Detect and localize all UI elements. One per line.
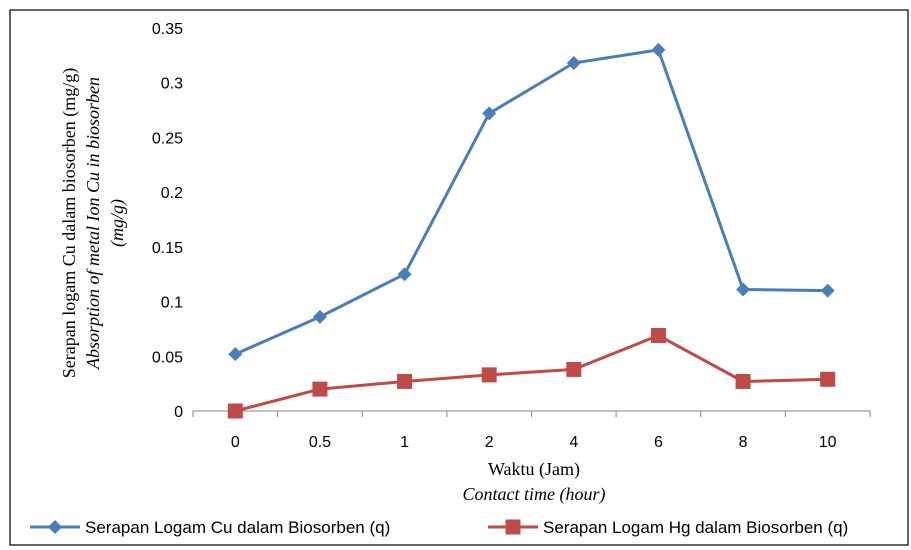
x-axis-title-en: Contact time (hour) <box>463 484 606 505</box>
x-axis-ticks: 0 0.5 1 2 4 6 8 10 <box>192 411 871 451</box>
x-tick-label: 10 <box>819 434 837 451</box>
series-line <box>234 48 828 356</box>
x-tick-label: 4 <box>569 434 578 451</box>
legend-marker <box>48 520 62 534</box>
series-line <box>234 334 828 413</box>
y-tick-label: 0.2 <box>161 185 183 202</box>
legend-label: Serapan Logam Cu dalam Biosorben (q) <box>85 518 390 537</box>
y-axis-title-en-2: (mg/g) <box>107 199 128 247</box>
legend: Serapan Logam Cu dalam Biosorben (q) Sera… <box>30 518 848 537</box>
y-axis-title-en-1: Absorption of metal Ion Cu in biosorben <box>83 77 103 370</box>
data-point <box>650 327 666 343</box>
y-tick-label: 0.3 <box>161 76 183 93</box>
x-tick-label: 1 <box>400 434 409 451</box>
data-point <box>651 42 666 57</box>
x-tick-label: 8 <box>739 434 748 451</box>
legend-marker <box>505 519 521 535</box>
data-point <box>566 56 581 71</box>
data-point <box>820 283 835 298</box>
x-tick-label: 2 <box>485 434 494 451</box>
legend-label: Serapan Logam Hg dalam Biosorben (q) <box>543 518 848 537</box>
data-point <box>735 373 751 389</box>
x-axis-title: Waktu (Jam) <box>488 459 580 480</box>
data-point <box>482 106 497 121</box>
y-tick-label: 0.35 <box>152 21 183 38</box>
data-point <box>820 371 836 387</box>
data-point <box>228 347 243 362</box>
y-tick-label: 0.15 <box>152 240 183 257</box>
data-point <box>566 361 582 377</box>
data-point <box>481 367 497 383</box>
data-point <box>312 309 327 324</box>
x-tick-label: 0 <box>231 434 240 451</box>
y-tick-label: 0.25 <box>152 130 183 147</box>
data-point <box>736 282 751 297</box>
series-group <box>227 42 836 419</box>
y-tick-label: 0.1 <box>161 295 183 312</box>
x-tick-label: 6 <box>654 434 663 451</box>
y-tick-label: 0.05 <box>152 349 183 366</box>
chart-border <box>9 9 909 546</box>
y-axis-title: Serapan logam Cu dalam biosorben (mg/g) <box>59 68 80 378</box>
data-point <box>397 373 413 389</box>
series-1 <box>228 42 835 362</box>
legend-item: Serapan Logam Cu dalam Biosorben (q) <box>30 518 390 537</box>
data-point <box>312 381 328 397</box>
y-tick-label: 0 <box>174 404 183 421</box>
legend-item: Serapan Logam Hg dalam Biosorben (q) <box>488 518 848 537</box>
series-2 <box>227 327 836 419</box>
data-point <box>397 267 412 282</box>
data-point <box>227 403 243 419</box>
x-tick-label: 0.5 <box>309 434 331 451</box>
y-axis-ticks: 0 0.05 0.1 0.15 0.2 0.25 0.3 0.35 <box>152 21 183 421</box>
